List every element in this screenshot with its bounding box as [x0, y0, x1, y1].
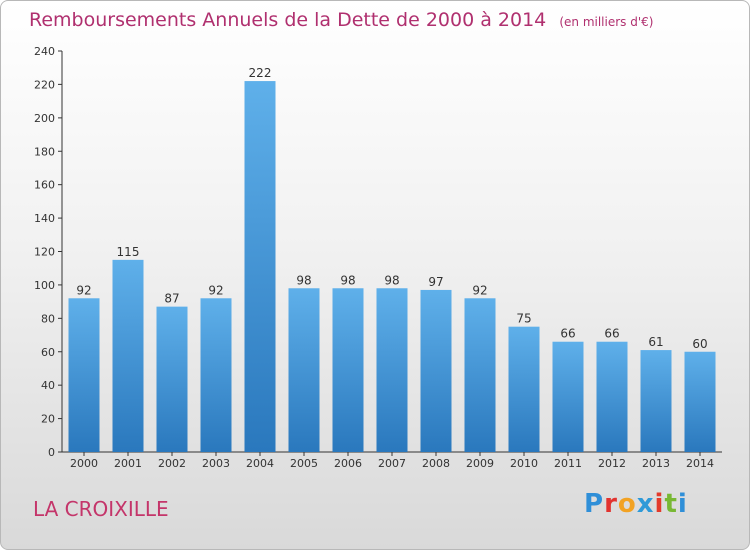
logo-letter: i [654, 489, 665, 519]
x-tick-label: 2013 [642, 457, 670, 470]
y-tick-label: 120 [34, 246, 55, 259]
data-label: 92 [76, 283, 91, 297]
proxiti-logo: Proxiti [584, 489, 688, 519]
commune-name: LA CROIXILLE [33, 497, 169, 521]
x-tick-label: 2009 [466, 457, 494, 470]
y-tick-label: 160 [34, 179, 55, 192]
x-tick-label: 2004 [246, 457, 274, 470]
x-tick-label: 2010 [510, 457, 538, 470]
bar [640, 350, 672, 452]
logo-letter: i [677, 489, 688, 519]
y-tick-label: 220 [34, 78, 55, 91]
x-tick-label: 2005 [290, 457, 318, 470]
data-label: 98 [340, 273, 355, 287]
logo-letter: P [584, 489, 605, 519]
x-tick-label: 2001 [114, 457, 142, 470]
x-tick-label: 2007 [378, 457, 406, 470]
y-tick-label: 140 [34, 212, 55, 225]
x-tick-label: 2008 [422, 457, 450, 470]
data-label: 92 [472, 283, 487, 297]
data-label: 97 [428, 275, 443, 289]
data-label: 115 [117, 245, 140, 259]
chart-unit: (en milliers d'€) [559, 15, 654, 29]
data-label: 75 [516, 312, 531, 326]
x-tick-label: 2000 [70, 457, 98, 470]
data-label: 87 [164, 292, 179, 306]
bar [68, 298, 100, 452]
y-tick-label: 0 [48, 446, 55, 459]
bar [684, 351, 716, 452]
logo-letter: t [664, 489, 678, 519]
data-label: 66 [604, 327, 619, 341]
bar [464, 298, 496, 452]
data-label: 61 [648, 335, 663, 349]
bar [112, 259, 144, 452]
y-tick-label: 200 [34, 112, 55, 125]
chart-title: Remboursements Annuels de la Dette de 20… [29, 9, 547, 31]
bar [508, 326, 540, 452]
y-tick-label: 180 [34, 145, 55, 158]
y-tick-label: 240 [34, 45, 55, 58]
y-tick-label: 80 [41, 312, 55, 325]
bar [200, 298, 232, 452]
x-tick-label: 2003 [202, 457, 230, 470]
bar [552, 341, 584, 452]
logo-letter: r [604, 489, 618, 519]
logo-letter: x [636, 489, 655, 519]
data-label: 222 [249, 66, 272, 80]
chart-title-block: Remboursements Annuels de la Dette de 20… [29, 9, 653, 31]
y-tick-label: 40 [41, 379, 55, 392]
bar [596, 341, 628, 452]
y-tick-label: 20 [41, 413, 55, 426]
data-label: 60 [692, 337, 707, 351]
data-label: 98 [296, 273, 311, 287]
bar [288, 288, 320, 452]
y-tick-label: 60 [41, 346, 55, 359]
bar [420, 289, 452, 452]
x-tick-label: 2011 [554, 457, 582, 470]
bar [244, 81, 276, 452]
x-tick-label: 2014 [686, 457, 714, 470]
bar [156, 306, 188, 452]
data-label: 98 [384, 273, 399, 287]
y-tick-label: 100 [34, 279, 55, 292]
x-tick-label: 2002 [158, 457, 186, 470]
data-label: 66 [560, 327, 575, 341]
data-label: 92 [208, 283, 223, 297]
x-tick-label: 2006 [334, 457, 362, 470]
bar [332, 288, 364, 452]
bar [376, 288, 408, 452]
x-tick-label: 2012 [598, 457, 626, 470]
logo-letter: o [617, 489, 637, 519]
